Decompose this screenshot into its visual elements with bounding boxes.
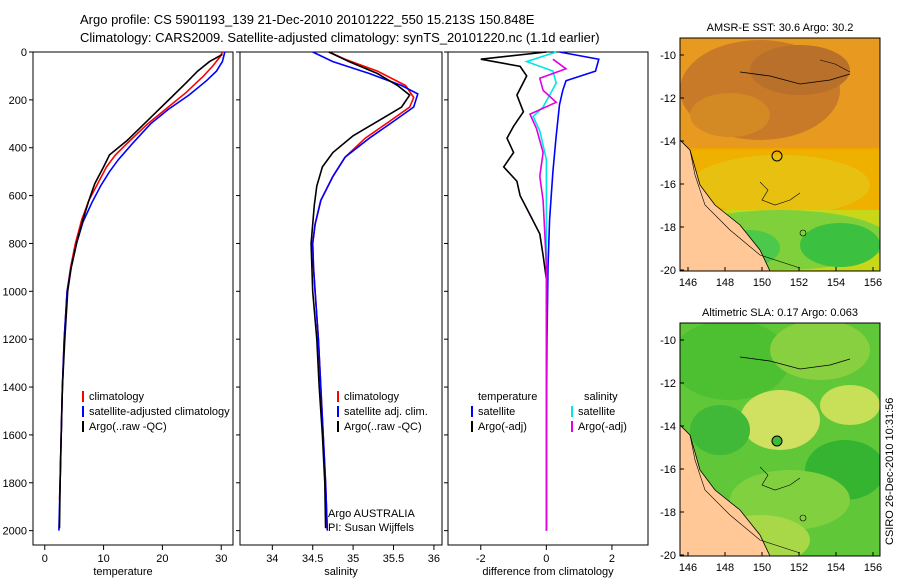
sst-xtick-label: 154 bbox=[827, 277, 845, 289]
temperature-xlabel: temperature bbox=[93, 566, 152, 578]
salinity-series-1 bbox=[311, 51, 419, 531]
temperature-ytick-label: 400 bbox=[9, 143, 27, 155]
difference-legend-label: satellite bbox=[478, 406, 515, 418]
salinity-frame bbox=[239, 51, 443, 546]
salinity-xtick-label: 34 bbox=[266, 553, 278, 565]
difference-legend-header: salinity bbox=[584, 391, 618, 403]
sla-xtick-label: 152 bbox=[790, 562, 808, 574]
sst-xtick-label: 152 bbox=[790, 277, 808, 289]
difference-series-2 bbox=[524, 51, 558, 531]
temperature-legend-label: climatology bbox=[89, 391, 145, 403]
salinity-annotation: Argo AUSTRALIA bbox=[328, 508, 415, 520]
sla-xtick-label: 154 bbox=[827, 562, 845, 574]
sst-xtick-label: 146 bbox=[679, 277, 697, 289]
sst-ytick-label: -16 bbox=[660, 179, 676, 191]
temperature-xtick-label: 0 bbox=[42, 553, 48, 565]
temperature-frame bbox=[32, 51, 234, 546]
temperature-ytick-label: 0 bbox=[21, 47, 27, 59]
temperature-legend-label: satellite-adjusted climatology bbox=[89, 406, 230, 418]
sla-xtick-label: 148 bbox=[716, 562, 734, 574]
temperature-panel: 0 10 20 30 temperature 0 200 400 600 800 1000 1200 1… bbox=[3, 47, 234, 578]
sla-ytick-label: -10 bbox=[660, 335, 676, 347]
sla-ytick-label: -20 bbox=[660, 550, 676, 562]
temperature-xtick-label: 20 bbox=[156, 553, 168, 565]
salinity-series-0 bbox=[311, 51, 415, 531]
salinity-legend-label: Argo(..raw -QC) bbox=[344, 421, 422, 433]
sla-xtick-label: 146 bbox=[679, 562, 697, 574]
sst-ytick-label: -18 bbox=[660, 222, 676, 234]
temperature-series-2 bbox=[58, 53, 223, 529]
sla-map: Altimetric SLA: 0.17 Argo: 0.063 bbox=[679, 307, 881, 557]
temperature-ytick-label: 1000 bbox=[3, 286, 27, 298]
salinity-legend-label: satellite adj. clim. bbox=[344, 406, 428, 418]
difference-xtick-label: 2 bbox=[609, 553, 615, 565]
temperature-xtick-label: 10 bbox=[97, 553, 109, 565]
temperature-series-1 bbox=[58, 51, 226, 531]
temperature-ytick-label: 2000 bbox=[3, 526, 27, 538]
temperature-ytick-label: 1600 bbox=[3, 430, 27, 442]
sst-ytick-label: -20 bbox=[660, 265, 676, 277]
temperature-ytick-label: 1800 bbox=[3, 478, 27, 490]
sst-xtick-label: 156 bbox=[864, 277, 882, 289]
sla-ytick-label: -18 bbox=[660, 507, 676, 519]
temperature-ytick-label: 1200 bbox=[3, 334, 27, 346]
figure-title-line1: Argo profile: CS 5901193_139 21-Dec-2010… bbox=[80, 12, 535, 27]
sst-ytick-label: -12 bbox=[660, 93, 676, 105]
sla-xtick-label: 150 bbox=[753, 562, 771, 574]
temperature-ytick-label: 600 bbox=[9, 191, 27, 203]
salinity-xtick-label: 35 bbox=[347, 553, 359, 565]
sst-xtick-label: 150 bbox=[753, 277, 771, 289]
difference-series-0 bbox=[545, 51, 600, 531]
difference-legend-header: temperature bbox=[478, 391, 537, 403]
difference-series-3 bbox=[528, 58, 568, 531]
difference-legend-label: Argo(-adj) bbox=[578, 421, 627, 433]
timestamp-label: CSIRO 26-Dec-2010 10:31:56 bbox=[884, 398, 896, 545]
sla-ytick-label: -16 bbox=[660, 464, 676, 476]
salinity-legend-label: climatology bbox=[344, 391, 400, 403]
salinity-xlabel: salinity bbox=[324, 566, 358, 578]
sst-map-title: AMSR-E SST: 30.6 Argo: 30.2 bbox=[707, 22, 854, 34]
temperature-ytick-label: 200 bbox=[9, 95, 27, 107]
salinity-series-2 bbox=[310, 51, 411, 529]
salinity-panel: 34 34.5 35 35.5 36 salinity climatology satelli… bbox=[236, 51, 443, 578]
sst-ytick-label: -10 bbox=[660, 50, 676, 62]
temperature-xtick-label: 30 bbox=[215, 553, 227, 565]
salinity-xtick-label: 36 bbox=[428, 553, 440, 565]
difference-xtick-label: 0 bbox=[543, 553, 549, 565]
temperature-ytick-label: 800 bbox=[9, 238, 27, 250]
salinity-xtick-label: 34.5 bbox=[302, 553, 323, 565]
sla-ytick-label: -12 bbox=[660, 378, 676, 390]
sst-xtick-label: 148 bbox=[716, 277, 734, 289]
temperature-ytick-label: 1400 bbox=[3, 382, 27, 394]
sla-ytick-label: -14 bbox=[660, 421, 676, 433]
salinity-annotation: PI: Susan Wijffels bbox=[328, 522, 414, 534]
difference-xlabel: difference from climatology bbox=[482, 566, 614, 578]
temperature-legend-label: Argo(..raw -QC) bbox=[89, 421, 167, 433]
sla-map-title: Altimetric SLA: 0.17 Argo: 0.063 bbox=[702, 307, 858, 319]
difference-xtick-label: -2 bbox=[476, 553, 486, 565]
difference-frame bbox=[447, 51, 649, 546]
sst-ytick-label: -14 bbox=[660, 136, 676, 148]
sla-xtick-label: 156 bbox=[864, 562, 882, 574]
difference-legend-label: satellite bbox=[578, 406, 615, 418]
figure-title-line2: Climatology: CARS2009. Satellite-adjuste… bbox=[80, 30, 600, 45]
sst-map: AMSR-E SST: 30.6 Argo: 30.2 bbox=[679, 22, 881, 272]
salinity-xtick-label: 35.5 bbox=[383, 553, 404, 565]
difference-legend-label: Argo(-adj) bbox=[478, 421, 527, 433]
